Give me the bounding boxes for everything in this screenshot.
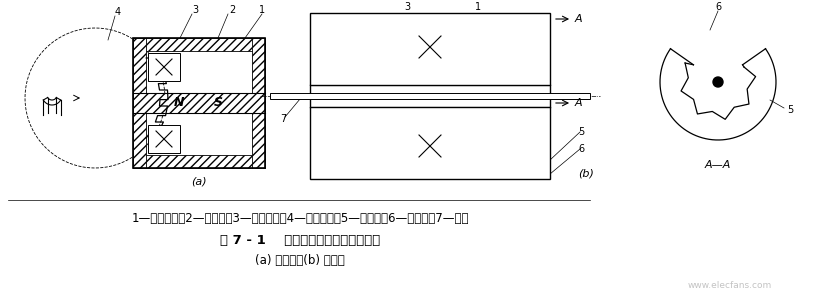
Text: 3: 3 bbox=[192, 5, 198, 15]
Bar bbox=[400, 32, 460, 62]
Bar bbox=[310, 107, 550, 179]
Text: A—A: A—A bbox=[705, 160, 731, 170]
Bar bbox=[536, 107, 550, 179]
Text: 2: 2 bbox=[229, 5, 235, 15]
Bar bbox=[310, 71, 550, 85]
Circle shape bbox=[713, 77, 723, 87]
Text: 1: 1 bbox=[475, 2, 481, 12]
Bar bbox=[310, 13, 324, 85]
Bar bbox=[536, 13, 550, 85]
Text: N: N bbox=[174, 96, 184, 110]
Bar bbox=[310, 13, 550, 85]
Bar bbox=[324, 27, 354, 71]
Text: 图 7 - 1    变磁通式磁电传感器结构图: 图 7 - 1 变磁通式磁电传感器结构图 bbox=[220, 234, 380, 247]
Text: www.elecfans.com: www.elecfans.com bbox=[688, 281, 772, 290]
Text: 6: 6 bbox=[578, 144, 584, 154]
Bar bbox=[506, 121, 536, 165]
Bar bbox=[133, 93, 265, 113]
Bar bbox=[506, 27, 536, 71]
Text: (b): (b) bbox=[578, 169, 594, 179]
Bar bbox=[324, 121, 354, 165]
Text: (a): (a) bbox=[192, 177, 207, 187]
Text: 5: 5 bbox=[786, 105, 793, 115]
Bar bbox=[148, 125, 180, 153]
Bar bbox=[310, 85, 324, 107]
Bar bbox=[133, 155, 265, 168]
Text: A: A bbox=[575, 14, 583, 24]
Text: 5: 5 bbox=[578, 127, 584, 137]
Text: A: A bbox=[575, 98, 583, 108]
Bar bbox=[133, 38, 265, 168]
Bar bbox=[400, 131, 460, 161]
Bar bbox=[148, 53, 180, 81]
Text: 1—永久磁铁；2—软磁铁；3—感应线圈；4—测量齿轮；5—内齿轮；6—外齿轮；7—转轴: 1—永久磁铁；2—软磁铁；3—感应线圈；4—测量齿轮；5—内齿轮；6—外齿轮；7… bbox=[131, 212, 469, 224]
Bar bbox=[310, 107, 324, 179]
Bar bbox=[310, 107, 550, 121]
Text: (a) 开磁路；(b) 闭磁路: (a) 开磁路；(b) 闭磁路 bbox=[255, 254, 345, 266]
Bar bbox=[252, 38, 265, 168]
Bar bbox=[133, 38, 265, 51]
Text: 7: 7 bbox=[280, 114, 286, 124]
Bar bbox=[310, 165, 550, 179]
Bar bbox=[536, 85, 550, 107]
Text: 1: 1 bbox=[259, 5, 265, 15]
Text: 3: 3 bbox=[404, 2, 410, 12]
Text: 4: 4 bbox=[115, 7, 121, 17]
Bar bbox=[270, 93, 590, 99]
Bar bbox=[310, 13, 550, 27]
Text: S: S bbox=[214, 96, 223, 110]
Bar bbox=[133, 38, 146, 168]
Text: 6: 6 bbox=[715, 2, 721, 12]
